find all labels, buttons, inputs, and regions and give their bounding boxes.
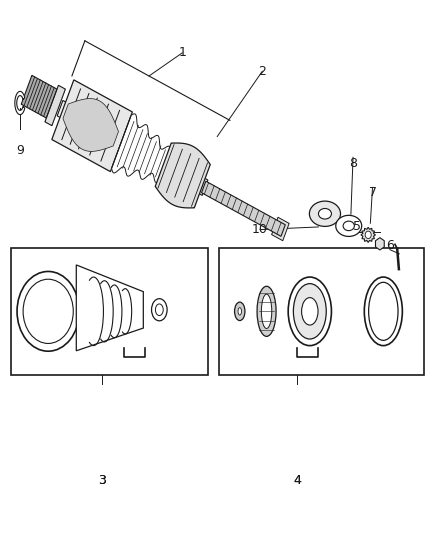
Ellipse shape: [293, 284, 326, 339]
Text: 9: 9: [16, 144, 24, 157]
Ellipse shape: [309, 201, 340, 227]
Ellipse shape: [261, 294, 272, 328]
Ellipse shape: [302, 297, 318, 325]
Polygon shape: [155, 143, 210, 208]
Text: 10: 10: [252, 223, 268, 236]
Text: 5: 5: [353, 221, 361, 233]
Polygon shape: [45, 85, 65, 126]
Ellipse shape: [288, 277, 332, 345]
Text: 4: 4: [293, 474, 301, 487]
Ellipse shape: [369, 282, 398, 341]
Polygon shape: [361, 227, 375, 243]
Ellipse shape: [17, 271, 79, 351]
Polygon shape: [21, 75, 60, 119]
Ellipse shape: [257, 286, 276, 336]
Polygon shape: [63, 99, 118, 151]
Text: 7: 7: [368, 186, 377, 199]
Ellipse shape: [365, 231, 371, 239]
Polygon shape: [57, 100, 208, 196]
Ellipse shape: [23, 279, 73, 343]
Ellipse shape: [318, 208, 332, 219]
Text: 4: 4: [293, 474, 301, 487]
Text: 3: 3: [98, 474, 106, 487]
Text: 2: 2: [258, 65, 266, 78]
Text: 8: 8: [349, 157, 357, 170]
Text: 1: 1: [178, 46, 186, 59]
Polygon shape: [112, 114, 171, 183]
Ellipse shape: [155, 304, 163, 316]
Bar: [11, 248, 208, 375]
Ellipse shape: [235, 302, 245, 320]
Polygon shape: [272, 217, 289, 241]
Ellipse shape: [238, 308, 241, 315]
Bar: [219, 248, 424, 375]
Ellipse shape: [343, 221, 354, 231]
Ellipse shape: [336, 215, 362, 237]
Polygon shape: [201, 181, 285, 236]
Ellipse shape: [152, 298, 167, 321]
Polygon shape: [76, 265, 143, 351]
Polygon shape: [15, 91, 25, 115]
Polygon shape: [375, 238, 384, 250]
Text: 3: 3: [98, 474, 106, 487]
Ellipse shape: [364, 277, 403, 345]
Polygon shape: [52, 80, 132, 172]
Text: 6: 6: [386, 239, 394, 252]
